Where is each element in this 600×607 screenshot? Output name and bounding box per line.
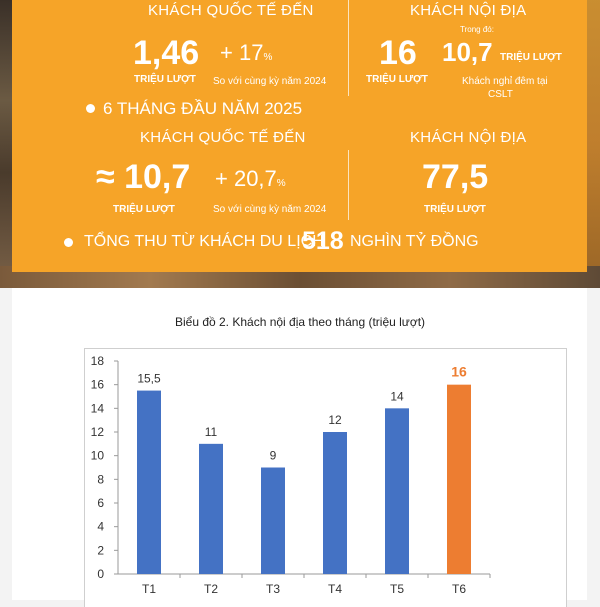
- intl-value: 1,46: [133, 34, 200, 72]
- bar-T3: [261, 467, 285, 574]
- h1-dom-unit: TRIỆU LƯỢT: [424, 204, 486, 215]
- bullet-icon: [64, 238, 73, 247]
- bar-T1: [137, 390, 161, 574]
- divider: [348, 0, 349, 96]
- dom-note-prefix: Trong đó:: [460, 25, 494, 34]
- h1-growth: + 20,7%: [215, 166, 286, 191]
- x-tick-label: T2: [204, 582, 218, 596]
- y-tick-label: 12: [91, 425, 105, 439]
- infographic-banner: KHÁCH QUỐC TẾ ĐẾN 1,46 TRIỆU LƯỢT + 17% …: [0, 0, 600, 288]
- x-tick-label: T1: [142, 582, 156, 596]
- y-tick-label: 18: [91, 354, 105, 368]
- data-label: 9: [270, 449, 277, 463]
- data-label: 12: [328, 413, 342, 427]
- h1-intl-value: ≈ 10,7: [96, 158, 191, 196]
- bar-T4: [323, 432, 347, 574]
- bar-T6: [447, 384, 471, 574]
- data-label: 16: [451, 364, 467, 380]
- revenue-value: 518: [302, 227, 344, 255]
- y-tick-label: 0: [97, 567, 104, 581]
- x-tick-label: T5: [390, 582, 404, 596]
- y-tick-label: 2: [97, 543, 104, 557]
- dom-label: KHÁCH NỘI ĐỊA: [410, 2, 527, 19]
- x-tick-label: T3: [266, 582, 280, 596]
- revenue-label: TỔNG THU TỪ KHÁCH DU LỊCH: [84, 233, 324, 250]
- x-tick-label: T4: [328, 582, 342, 596]
- y-tick-label: 4: [97, 520, 104, 534]
- y-tick-label: 14: [91, 401, 105, 415]
- chart-title: Biểu đồ 2. Khách nội địa theo tháng (tri…: [174, 315, 426, 329]
- h1-intl-label: KHÁCH QUỐC TẾ ĐẾN: [140, 129, 306, 146]
- orange-panel: [12, 0, 587, 272]
- data-label: 11: [205, 425, 218, 439]
- bullet-icon: [86, 104, 95, 113]
- intl-label: KHÁCH QUỐC TẾ ĐẾN: [148, 2, 314, 19]
- divider: [348, 150, 349, 220]
- h1-dom-label: KHÁCH NỘI ĐỊA: [410, 129, 527, 146]
- data-label: 14: [390, 389, 404, 403]
- intl-compare: So với cùng kỳ năm 2024: [213, 76, 327, 87]
- dom-overnight-value: 10,7: [442, 37, 493, 67]
- y-tick-label: 10: [91, 449, 105, 463]
- h1-dom-value: 77,5: [422, 158, 489, 196]
- y-tick-label: 6: [97, 496, 104, 510]
- dom-value: 16: [379, 34, 417, 72]
- h1-heading: 6 THÁNG ĐẦU NĂM 2025: [103, 99, 303, 118]
- data-label: 15,5: [137, 372, 161, 386]
- dom-overnight-note-1: Khách nghỉ đêm tại: [462, 76, 548, 87]
- dom-unit: TRIỆU LƯỢT: [366, 74, 428, 85]
- h1-compare: So với cùng kỳ năm 2024: [213, 204, 327, 215]
- bar-T5: [385, 408, 409, 574]
- dom-overnight-unit: TRIỆU LƯỢT: [500, 52, 562, 63]
- y-tick-label: 16: [91, 378, 105, 392]
- intl-growth: + 17%: [220, 40, 273, 65]
- dom-overnight-note-2: CSLT: [488, 89, 513, 100]
- bar-T2: [199, 443, 223, 574]
- h1-intl-unit: TRIỆU LƯỢT: [113, 204, 175, 215]
- intl-unit: TRIỆU LƯỢT: [134, 74, 196, 85]
- y-tick-label: 8: [97, 472, 104, 486]
- revenue-unit: NGHÌN TỶ ĐỒNG: [350, 233, 479, 250]
- x-tick-label: T6: [452, 582, 466, 596]
